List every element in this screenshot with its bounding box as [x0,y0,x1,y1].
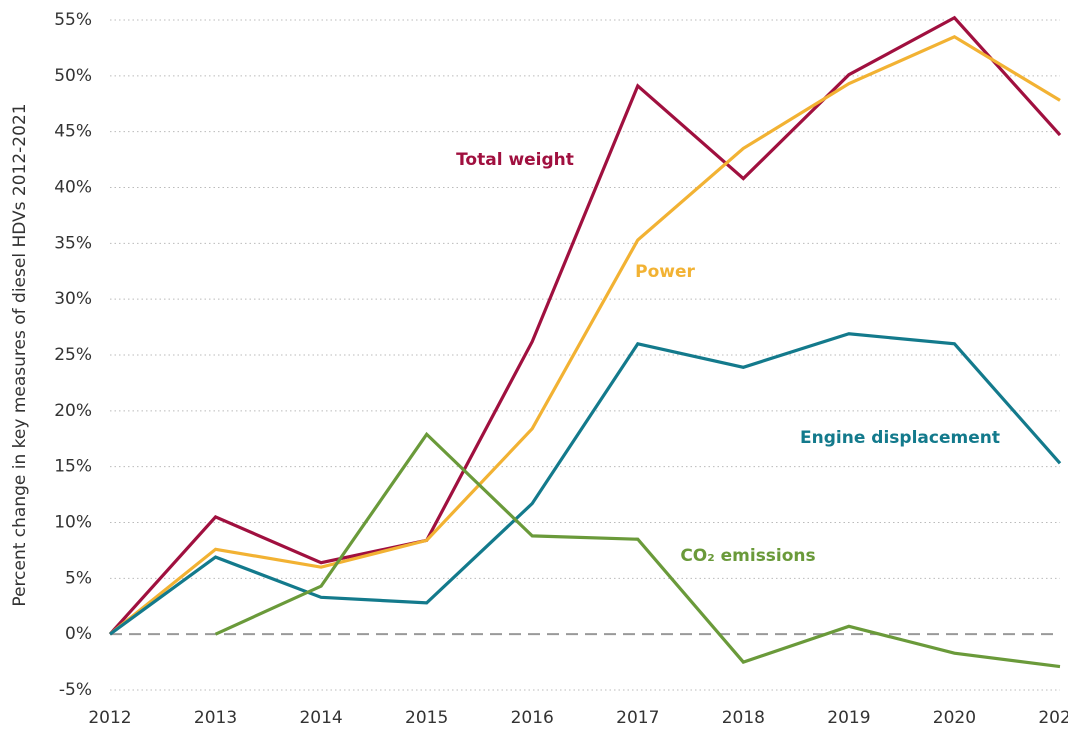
y-tick-label: 10% [54,513,92,533]
y-tick-label: 50% [54,66,92,86]
x-tick-label: 2016 [511,708,554,728]
x-tick-label: 2019 [827,708,870,728]
x-tick-label: 2018 [722,708,765,728]
series-label: CO₂ emissions [680,546,815,566]
y-tick-label: 30% [54,289,92,309]
line-series [109,332,1062,636]
y-tick-label: 45% [54,122,92,142]
line-series [214,431,1061,669]
x-tick-label: 2014 [299,708,342,728]
y-tick-label: 5% [65,568,92,588]
x-tick-label: 2021 [1038,708,1068,728]
series-label: Engine displacement [800,428,1000,448]
line-series [108,34,1061,636]
series-label: Total weight [456,150,574,170]
y-axis-label: Percent change in key measures of diesel… [10,103,30,606]
y-tick-label: 0% [65,624,92,644]
y-tick-label: 55% [54,10,92,30]
x-tick-label: 2020 [933,708,976,728]
x-tick-label: 2013 [194,708,237,728]
y-tick-label: 35% [54,233,92,253]
y-tick-label: 15% [54,457,92,477]
x-tick-label: 2012 [88,708,131,728]
y-tick-label: 25% [54,345,92,365]
y-tick-label: 20% [54,401,92,421]
series-label: Power [635,262,695,282]
x-tick-label: 2017 [616,708,659,728]
y-tick-label: -5% [59,680,92,700]
y-tick-label: 40% [54,178,92,198]
x-tick-label: 2015 [405,708,448,728]
line-series [108,15,1062,636]
